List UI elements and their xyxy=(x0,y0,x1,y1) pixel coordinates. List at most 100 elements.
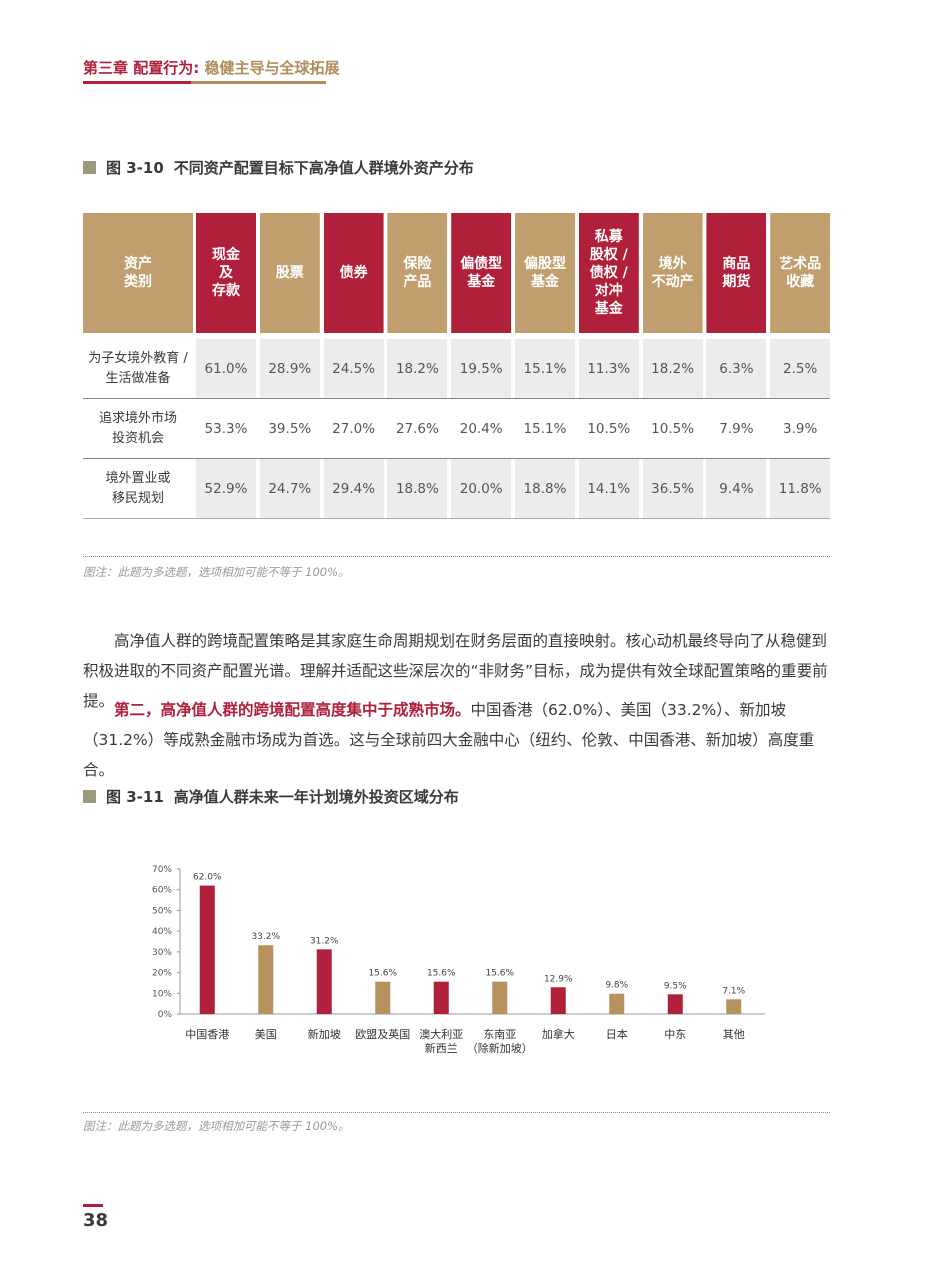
table-cell: 18.2% xyxy=(642,339,703,398)
paragraph-2-emphasis: 第二，高净值人群的跨境配置高度集中于成熟市场。 xyxy=(114,701,471,719)
paragraph-2: 第二，高净值人群的跨境配置高度集中于成熟市场。中国香港（62.0%）、美国（33… xyxy=(83,695,833,785)
table-figure-caption: 不同资产配置目标下高净值人群境外资产分布 xyxy=(173,159,474,177)
table-header-7: 私募 股权 / 债权 / 对冲 基金 xyxy=(578,213,639,333)
chapter-section: 配置行为: xyxy=(133,59,200,77)
table-cell: 10.5% xyxy=(587,420,631,437)
bar-data-label: 31.2% xyxy=(310,936,339,946)
table-cell: 18.8% xyxy=(387,459,448,518)
table-cell: 19.5% xyxy=(451,339,512,398)
table-cell: 11.3% xyxy=(578,339,639,398)
table-cell: 15.1% xyxy=(523,420,567,437)
table-cell: 18.8% xyxy=(515,459,575,518)
bar xyxy=(609,993,625,1014)
page-number-bar xyxy=(83,1204,103,1207)
table-note: 图注：此题为多选题，选项相加可能不等于 100%。 xyxy=(83,565,350,579)
x-category-label: 其他 xyxy=(723,1028,745,1041)
table-cell: 14.1% xyxy=(578,459,639,518)
y-tick-label: 10% xyxy=(152,989,172,999)
table-note-divider xyxy=(83,556,830,557)
chart-note: 图注：此题为多选题，选项相加可能不等于 100%。 xyxy=(83,1119,350,1133)
table-cell: 27.0% xyxy=(332,420,376,437)
bar-data-label: 15.6% xyxy=(368,969,397,979)
bar xyxy=(199,885,215,1014)
table-cell: 39.5% xyxy=(268,420,312,437)
table-bottom-rule xyxy=(83,518,830,519)
chart-figure-caption: 高净值人群未来一年计划境外投资区域分布 xyxy=(173,788,459,806)
region-bar-chart: 0% 10% 20% 30% 40% 50% 60% 70% 62.0% 中国香港 33.2% 美国 3… xyxy=(152,865,765,1055)
figure-marker-icon xyxy=(83,161,96,174)
x-category-label: （除新加坡） xyxy=(467,1041,533,1055)
x-category-label: 中国香港 xyxy=(185,1028,229,1041)
table-header-1: 现金 及 存款 xyxy=(196,213,256,333)
table-header-label: 偏债型 基金 xyxy=(460,256,503,290)
table-figure-number: 图 3-10 xyxy=(106,159,164,177)
x-category-label: 中东 xyxy=(664,1028,686,1041)
table-cell: 7.9% xyxy=(719,420,754,437)
table-header-3: 债券 xyxy=(323,213,384,333)
table-header-label: 股票 xyxy=(275,265,304,281)
y-tick-label: 40% xyxy=(152,927,172,937)
x-category-label: 日本 xyxy=(606,1027,628,1041)
table-cell: 9.4% xyxy=(706,459,767,518)
chart-figure-number: 图 3-11 xyxy=(106,788,164,806)
table-row-label: 追求境外市场 投资机会 xyxy=(98,410,177,446)
bar-data-label: 33.2% xyxy=(251,932,280,942)
bar-data-label: 62.0% xyxy=(193,873,222,883)
x-category-label: 新西兰 xyxy=(425,1041,458,1055)
table-header-label: 商品 期货 xyxy=(722,256,751,290)
paragraph-1: 高净值人群的跨境配置策略是其家庭生命周期规划在财务层面的直接映射。核心动机最终导… xyxy=(83,626,833,716)
y-tick-label: 20% xyxy=(152,969,172,979)
chart-note-divider xyxy=(83,1112,830,1113)
chart-figure-title: 图 3-11 高净值人群未来一年计划境外投资区域分布 xyxy=(83,786,459,807)
table-cell: 20.4% xyxy=(459,420,503,437)
table-cell: 11.8% xyxy=(770,459,831,518)
table-header-label: 偏股型 基金 xyxy=(524,256,566,290)
table-cell: 52.9% xyxy=(196,459,256,518)
table-cell: 36.5% xyxy=(642,459,703,518)
header-rule-gold xyxy=(191,81,326,84)
bar-data-label: 9.8% xyxy=(605,981,628,991)
table-cell: 10.5% xyxy=(651,420,695,437)
table-cell: 18.2% xyxy=(387,339,448,398)
y-tick-label: 50% xyxy=(152,906,172,916)
table-cell: 15.1% xyxy=(515,339,575,398)
bar xyxy=(316,949,332,1014)
table-header-label: 资产 类别 xyxy=(124,256,152,290)
table-figure-title: 图 3-10 不同资产配置目标下高净值人群境外资产分布 xyxy=(83,157,474,178)
header-rule-red xyxy=(83,81,191,84)
table-header-label: 保险 产品 xyxy=(403,256,432,290)
chapter-subtitle: 稳健主导与全球拓展 xyxy=(204,59,340,77)
x-category-label: 新加坡 xyxy=(308,1027,341,1041)
paragraph-2-text: 中国香港（62.0%）、美国（33.2%）、新加坡（31.2%）等成熟金融市场成… xyxy=(83,701,815,779)
table-header-4: 保险 产品 xyxy=(387,213,448,333)
table-header-5: 偏债型 基金 xyxy=(451,213,512,333)
table-header-9: 商品 期货 xyxy=(706,213,767,333)
page-number: 38 xyxy=(83,1210,109,1231)
table-row-label: 为子女境外教育 / 生活做准备 xyxy=(88,350,188,386)
y-tick-label: 0% xyxy=(158,1010,173,1020)
table-header-label: 境外 不动产 xyxy=(651,256,694,290)
bar xyxy=(433,981,449,1014)
table-header-8: 境外 不动产 xyxy=(642,213,703,333)
bar-data-label: 15.6% xyxy=(485,969,514,979)
table-header-label: 私募 股权 / 债权 / 对冲 基金 xyxy=(589,229,628,317)
x-category-label: 欧盟及英国 xyxy=(355,1027,410,1041)
bar-data-label: 9.5% xyxy=(664,981,687,991)
paragraph-1-text: 高净值人群的跨境配置策略是其家庭生命周期规划在财务层面的直接映射。核心动机最终导… xyxy=(83,632,828,710)
y-tick-label: 60% xyxy=(152,886,172,896)
table-cell: 24.5% xyxy=(323,339,384,398)
table-row-label: 境外置业或 移民规划 xyxy=(105,470,171,506)
table-header-6: 偏股型 基金 xyxy=(515,213,575,333)
table-header-0: 资产 类别 xyxy=(83,213,193,333)
bar-data-label: 12.9% xyxy=(544,974,573,984)
bar xyxy=(667,994,683,1014)
bar-data-label: 7.1% xyxy=(722,986,745,996)
table-cell: 53.3% xyxy=(204,420,248,437)
table-cell: 2.5% xyxy=(770,339,831,398)
y-tick-label: 70% xyxy=(152,865,172,875)
bar-data-label: 15.6% xyxy=(427,969,456,979)
table-cell: 29.4% xyxy=(323,459,384,518)
table-cell: 3.9% xyxy=(783,420,818,437)
table-cell: 27.6% xyxy=(395,420,439,437)
chapter-heading: 第三章 配置行为: 稳健主导与全球拓展 xyxy=(83,57,340,78)
